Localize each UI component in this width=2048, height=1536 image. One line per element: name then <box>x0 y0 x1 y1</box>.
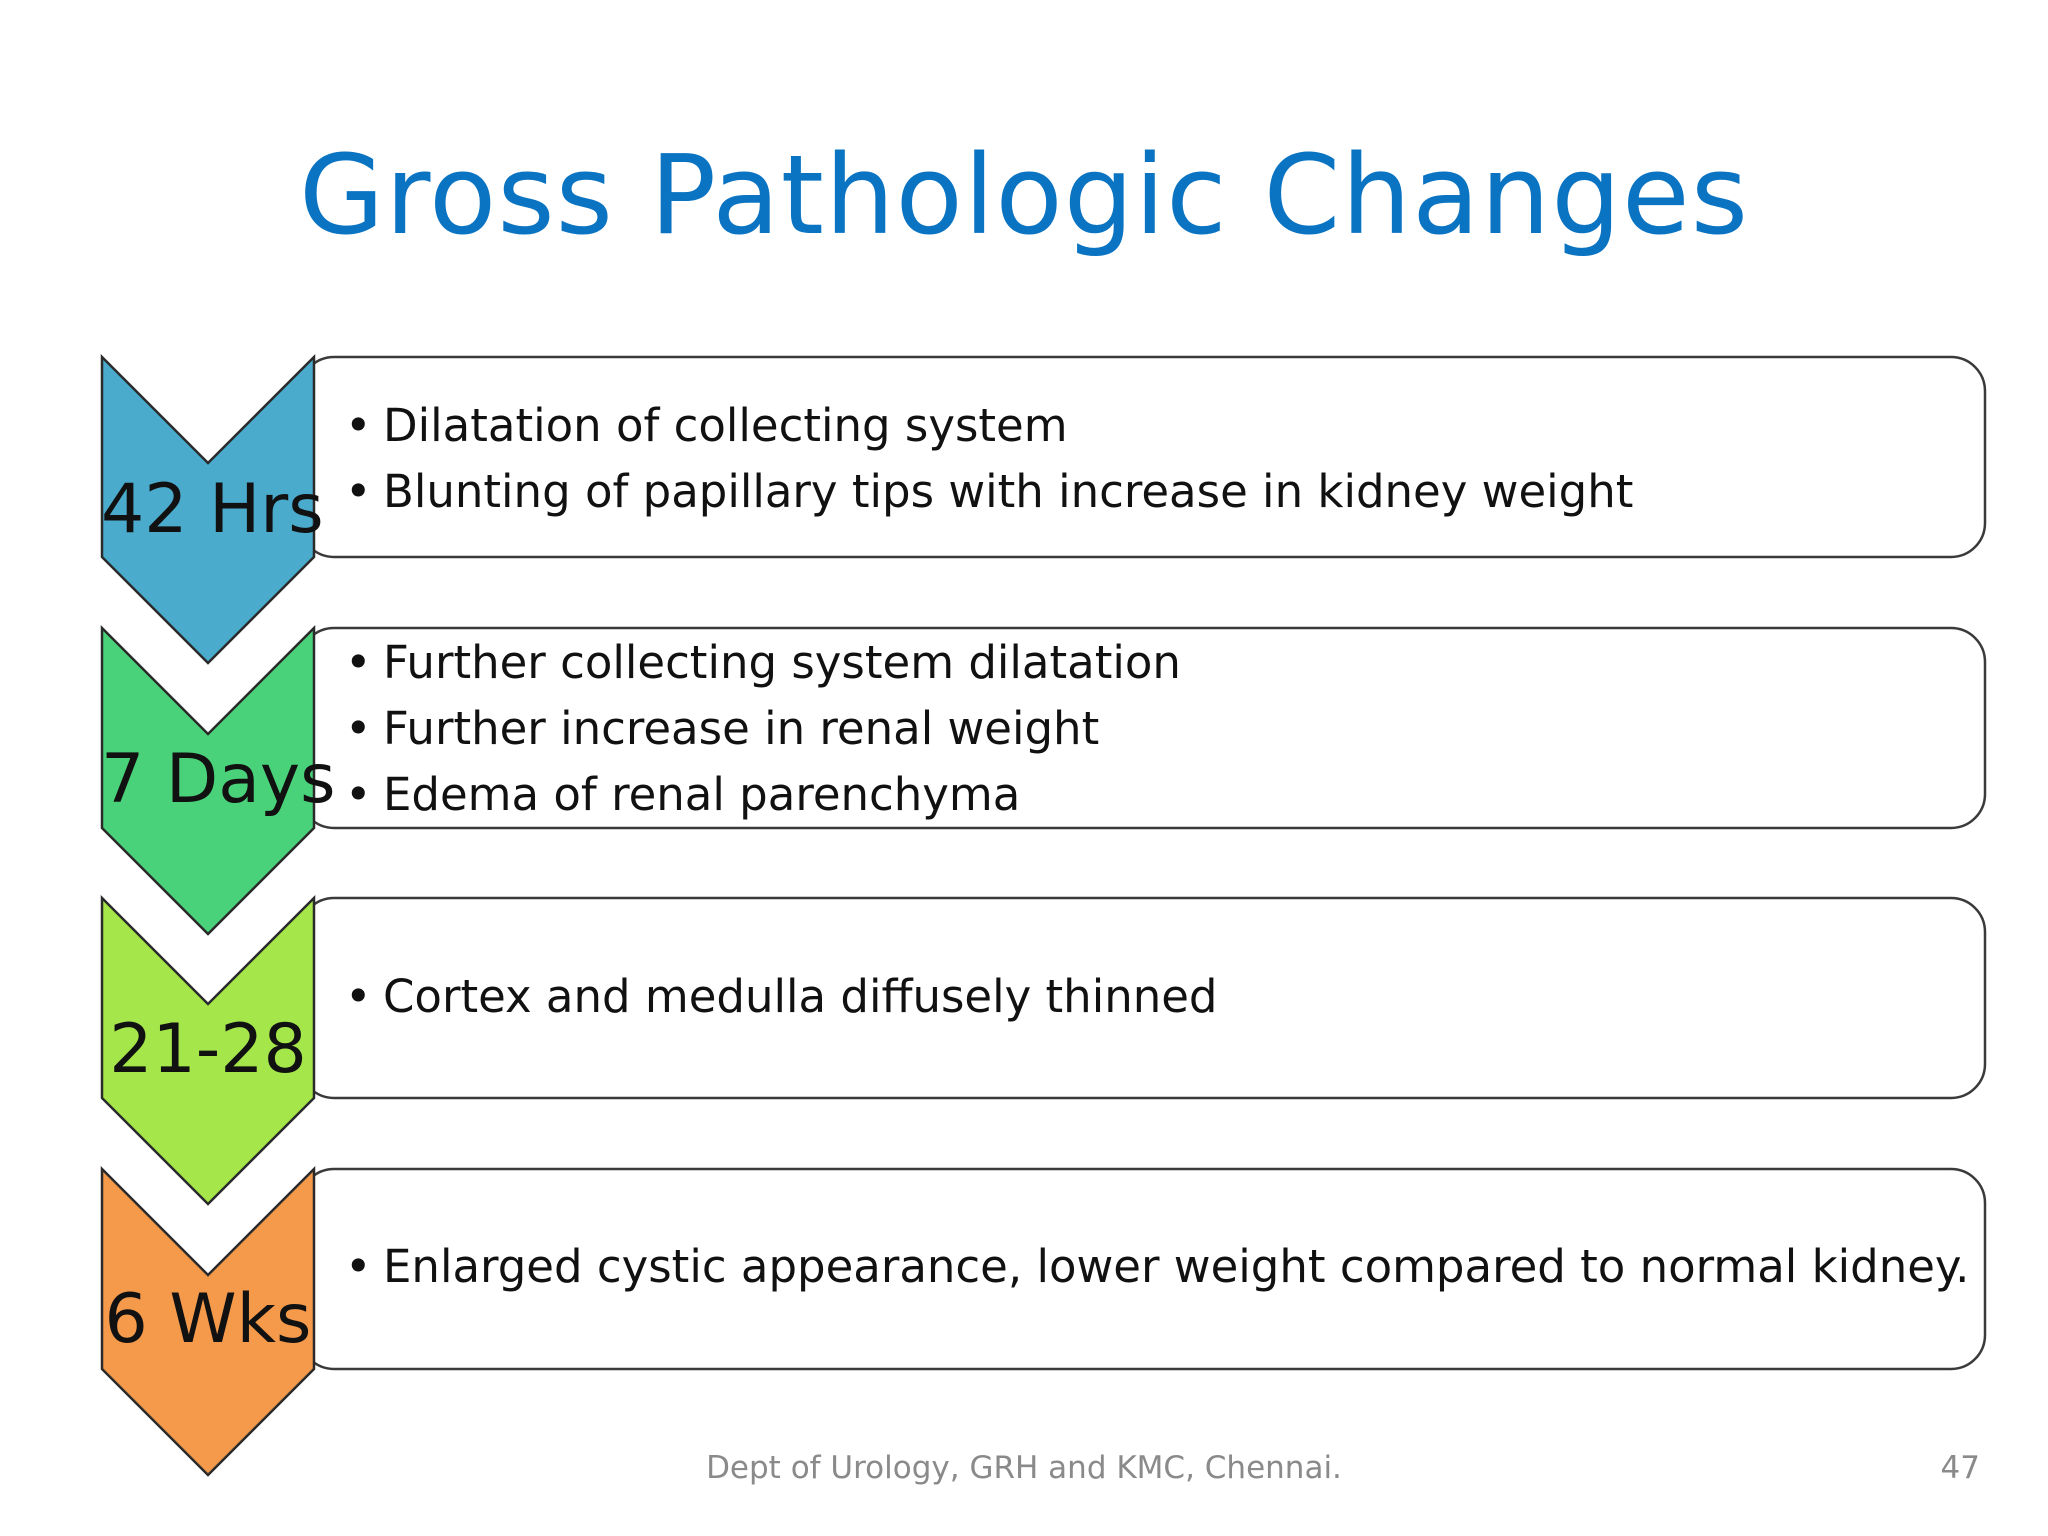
stage-items-4: Enlarged cystic appearance, lower weight… <box>345 1234 1969 1300</box>
stage-items-3: Cortex and medulla diffusely thinned <box>345 964 1965 1030</box>
list-item: Further increase in renal weight <box>345 696 1965 762</box>
stage-label-1: 42 Hrs <box>101 470 324 549</box>
slide-footer: Dept of Urology, GRH and KMC, Chennai. <box>706 1450 1342 1486</box>
list-item: Blunting of papillary tips with increase… <box>345 459 1965 525</box>
stage-chevron-1 <box>100 353 316 665</box>
list-item: Enlarged cystic appearance, lower weight… <box>345 1234 1969 1300</box>
page-number: 47 <box>1940 1450 1980 1486</box>
list-item: Cortex and medulla diffusely thinned <box>345 964 1965 1030</box>
stage-label-3: 21-28 <box>109 1010 307 1089</box>
stage-items-2: Further collecting system dilatation Fur… <box>345 630 1965 828</box>
stage-label-2: 7 Days <box>101 740 336 819</box>
list-item: Dilatation of collecting system <box>345 393 1965 459</box>
stage-chevron-2 <box>100 624 316 936</box>
list-item: Edema of renal parenchyma <box>345 762 1965 828</box>
stage-chevron-4 <box>100 1165 316 1477</box>
slide-title: Gross Pathologic Changes <box>298 131 1750 259</box>
stage-label-4: 6 Wks <box>104 1280 312 1359</box>
stage-chevron-3 <box>100 894 316 1206</box>
stage-items-1: Dilatation of collecting system Blunting… <box>345 393 1965 525</box>
list-item: Further collecting system dilatation <box>345 630 1965 696</box>
